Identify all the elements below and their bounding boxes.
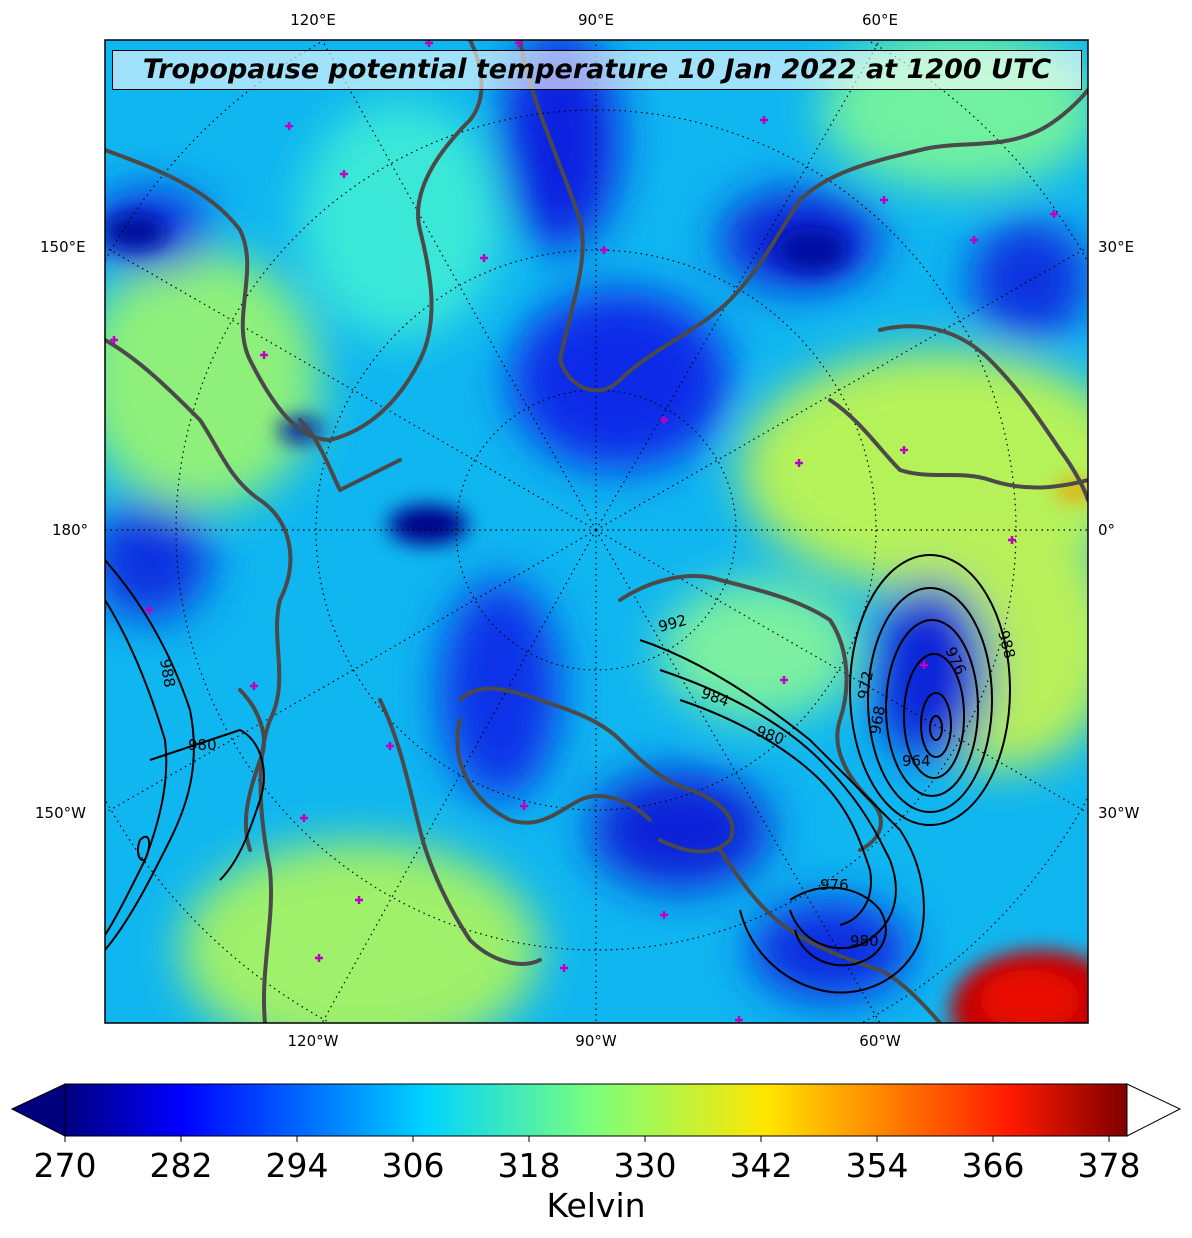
colorbar-tick: 378 (1077, 1146, 1141, 1185)
map-frame (104, 39, 1089, 1024)
colorbar-unit-label: Kelvin (546, 1186, 646, 1225)
pressure-label: 988 (156, 658, 179, 689)
colorbar-tick: 330 (613, 1146, 677, 1185)
map-area (105, 40, 1088, 1023)
lon-tick-bottom: 60°W (859, 1032, 901, 1050)
colorbar-tick: 306 (381, 1146, 445, 1185)
pressure-contours (105, 554, 1011, 994)
lon-tick-left: 150°E (40, 238, 86, 256)
cold-cores (105, 214, 848, 545)
lon-tick-bottom: 120°W (287, 1032, 339, 1050)
lon-tick-left: 150°W (35, 804, 86, 822)
colorbar-tick: 342 (729, 1146, 793, 1185)
lon-tick-right: 30°E (1098, 238, 1135, 256)
lon-tick-top: 120°E (290, 11, 336, 29)
pressure-label: 972 (854, 669, 877, 700)
colorbar-tick: 282 (149, 1146, 213, 1185)
colorbar (10, 1083, 1182, 1142)
lon-tick-right: 30°W (1098, 804, 1140, 822)
lon-tick-right: 0° (1098, 521, 1116, 539)
pressure-label: 964 (902, 752, 931, 770)
colorbar-extend-high (1126, 1083, 1182, 1137)
colorbar-tick: 354 (845, 1146, 909, 1185)
map-figure: 988 980 992 984 980 972 968 976 964 988 … (104, 39, 1089, 1024)
pressure-label: 968 (866, 704, 889, 735)
lon-tick-top: 60°E (861, 11, 899, 29)
lon-tick-left: 180° (52, 521, 89, 539)
colorbar-gradient (64, 1083, 1128, 1137)
colorbar-tick: 366 (961, 1146, 1025, 1185)
pressure-label: 980 (188, 736, 217, 754)
colorbar-tick: 294 (265, 1146, 329, 1185)
warm-core (950, 480, 1088, 1023)
pressure-label: 980 (850, 932, 879, 950)
colorbar-tick: 318 (497, 1146, 561, 1185)
lon-tick-bottom: 90°W (575, 1032, 617, 1050)
colorbar-extend-low (10, 1083, 66, 1137)
map-title: Tropopause potential temperature 10 Jan … (112, 50, 1082, 90)
lon-tick-top: 90°E (577, 11, 615, 29)
colorbar-tick: 270 (33, 1146, 97, 1185)
pressure-label: 976 (820, 876, 849, 894)
